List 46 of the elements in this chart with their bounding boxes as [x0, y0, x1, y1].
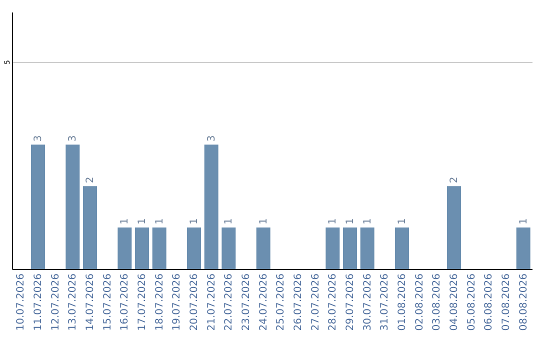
data-label: 3 [68, 135, 79, 142]
x-tick-label: 15.07.2026 [102, 274, 114, 331]
x-tick-label: 28.07.2026 [328, 274, 339, 331]
data-label: 1 [345, 218, 356, 225]
x-tick-label: 14.07.2026 [85, 274, 96, 331]
x-tick-label: 27.07.2026 [310, 274, 322, 331]
data-label: 1 [328, 218, 339, 225]
data-label: 3 [206, 135, 218, 142]
x-tick-label: 18.07.2026 [154, 274, 166, 331]
x-tick-label: 23.07.2026 [241, 274, 252, 331]
x-tick-label: 01.08.2026 [397, 274, 408, 331]
x-tick-label: 07.08.2026 [501, 274, 512, 331]
data-label: 1 [154, 218, 166, 225]
data-label: 1 [137, 218, 148, 225]
x-tick-label: 20.07.2026 [189, 274, 200, 331]
data-label: 1 [362, 218, 374, 225]
x-tick-label: 05.08.2026 [466, 274, 478, 331]
x-tick-label: 02.08.2026 [414, 274, 426, 331]
x-tick-label: 11.07.2026 [33, 274, 44, 331]
x-tick-label: 26.07.2026 [293, 274, 304, 331]
x-tick-label: 12.07.2026 [50, 274, 62, 331]
x-tick-label: 30.07.2026 [362, 274, 374, 331]
x-tick-label: 22.07.2026 [224, 274, 235, 331]
x-tick-label: 16.07.2026 [120, 274, 131, 331]
x-tick-label: 10.07.2026 [16, 274, 27, 331]
x-tick-label: 13.07.2026 [68, 274, 79, 331]
x-tick-label: 19.07.2026 [172, 274, 183, 331]
data-label: 1 [224, 218, 235, 225]
x-tick-label: 25.07.2026 [276, 274, 287, 331]
x-tick-label: 21.07.2026 [206, 274, 218, 331]
x-tick-label: 31.07.2026 [380, 274, 391, 331]
data-label: 1 [258, 218, 270, 225]
data-label: 1 [518, 218, 530, 225]
x-tick-label: 08.08.2026 [518, 274, 530, 331]
x-tick-label: 03.08.2026 [432, 274, 443, 331]
x-tick-label: 04.08.2026 [449, 274, 460, 331]
data-label: 1 [397, 218, 408, 225]
x-tick-label: 17.07.2026 [137, 274, 148, 331]
x-tick-label: 24.07.2026 [258, 274, 270, 331]
data-label: 1 [189, 218, 200, 225]
data-label: 2 [85, 176, 96, 184]
data-label: 3 [33, 135, 44, 142]
data-label: 1 [120, 218, 131, 225]
data-label: 2 [449, 176, 460, 184]
x-tick-label: 29.07.2026 [345, 274, 356, 331]
x-tick-label: 06.08.2026 [484, 274, 495, 331]
